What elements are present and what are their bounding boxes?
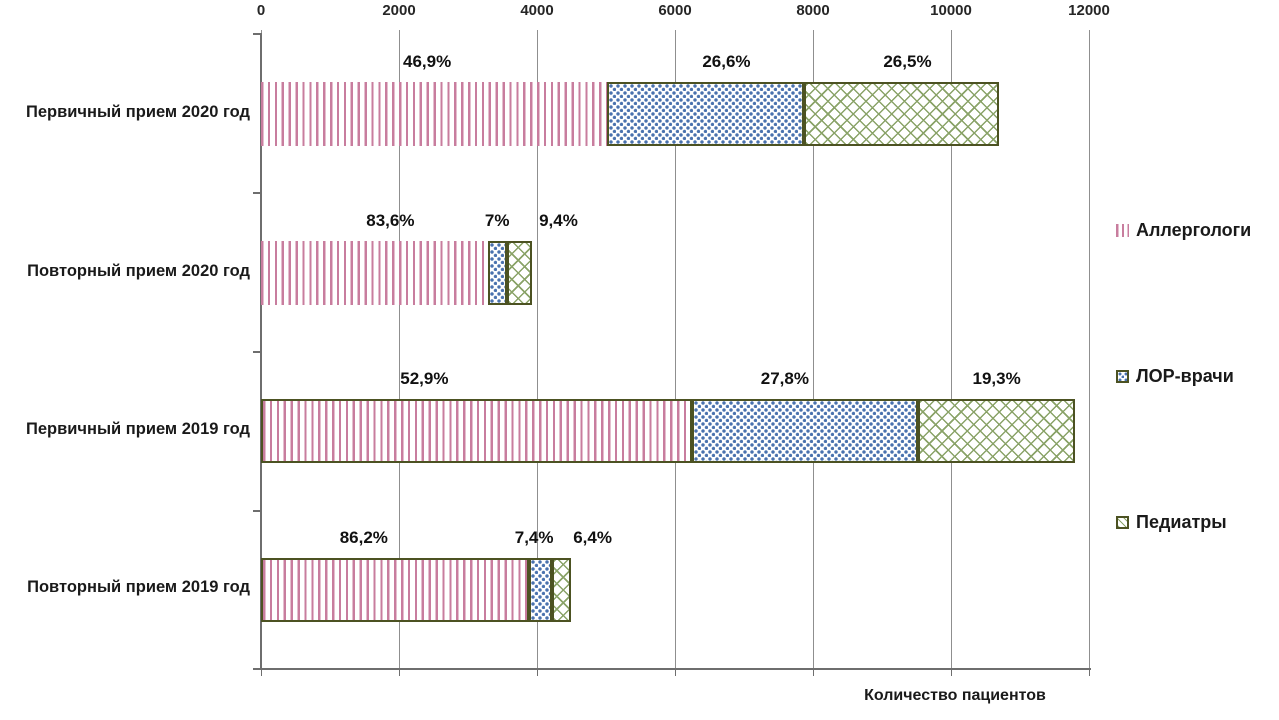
bar-segment-blue-dots xyxy=(691,399,918,463)
bar-segment-green-crosshatch xyxy=(506,241,533,305)
percent-label: 26,6% xyxy=(702,52,751,71)
bar-segment-pink-vertical-stripes xyxy=(261,399,692,463)
legend-label: Аллергологи xyxy=(1136,220,1252,240)
legend-item-pediatricians: Педиатры xyxy=(1116,512,1227,533)
bar-segment-blue-dots xyxy=(607,82,804,146)
x-axis-tick-label: 12000 xyxy=(1068,2,1110,19)
bar-segment-blue-dots xyxy=(528,558,552,622)
x-axis-tick-label: 10000 xyxy=(930,2,972,19)
gridline xyxy=(1089,30,1090,669)
pink-stripes-swatch-icon xyxy=(1116,224,1129,237)
percent-label: 9,4% xyxy=(539,211,578,230)
category-label: Первичный прием 2019 год xyxy=(26,420,250,438)
bar-segment-green-crosshatch xyxy=(551,558,572,622)
bar-segment-pink-vertical-stripes xyxy=(261,558,529,622)
category-label: Первичный прием 2020 год xyxy=(26,103,250,121)
gridline xyxy=(675,30,676,669)
bar-segment-green-crosshatch xyxy=(918,399,1076,463)
legend-item-allergists: Аллергологи xyxy=(1116,220,1251,241)
legend-item-ent-doctors: ЛОР-врачи xyxy=(1116,366,1234,387)
y-axis-tick xyxy=(253,351,261,353)
x-axis-tick-label: 2000 xyxy=(382,2,416,19)
percent-label: 86,2% xyxy=(339,528,388,547)
x-axis-tick xyxy=(399,669,400,676)
percent-label: 6,4% xyxy=(573,528,612,547)
y-axis-line xyxy=(260,33,262,669)
percent-label: 7,4% xyxy=(514,528,554,547)
x-axis-tick-label: 8000 xyxy=(796,2,830,19)
percent-label: 83,6% xyxy=(366,211,415,230)
legend: Аллергологи ЛОР-врачи Педиатры xyxy=(1116,0,1279,720)
x-axis-tick xyxy=(675,669,676,676)
x-axis-tick-label: 6000 xyxy=(658,2,692,19)
bar-segment-blue-dots xyxy=(487,241,507,305)
legend-label: ЛОР-врачи xyxy=(1136,366,1234,386)
green-crosshatch-swatch-icon xyxy=(1116,516,1129,529)
percent-label: 27,8% xyxy=(760,369,809,388)
x-axis-tick-label: 4000 xyxy=(520,2,554,19)
x-axis-tick xyxy=(951,669,952,676)
x-axis-tick xyxy=(813,669,814,676)
gridline xyxy=(813,30,814,669)
bar-segment-pink-vertical-stripes xyxy=(261,82,608,146)
gridline xyxy=(399,30,400,669)
percent-label: 52,9% xyxy=(400,369,449,388)
percent-label: 7% xyxy=(484,211,510,230)
y-axis-tick xyxy=(253,510,261,512)
blue-dots-swatch-icon xyxy=(1116,370,1129,383)
x-axis-tick xyxy=(1089,669,1090,676)
legend-label: Педиатры xyxy=(1136,512,1227,532)
gridline xyxy=(537,30,538,669)
x-axis-line xyxy=(253,668,1091,670)
y-axis-tick xyxy=(253,192,261,194)
percent-label: 46,9% xyxy=(403,52,452,71)
category-label: Повторный прием 2019 год xyxy=(27,578,250,596)
category-label: Повторный прием 2020 год xyxy=(27,262,250,280)
bar-segment-pink-vertical-stripes xyxy=(261,241,488,305)
x-axis-tick xyxy=(537,669,538,676)
gridline xyxy=(951,30,952,669)
x-axis-tick-label: 0 xyxy=(256,2,266,19)
bar-segment-green-crosshatch xyxy=(803,82,1000,146)
x-axis-title: Количество пациентов xyxy=(864,687,1046,704)
x-axis-tick xyxy=(261,669,262,676)
percent-label: 26,5% xyxy=(883,52,932,71)
percent-label: 19,3% xyxy=(972,369,1021,388)
y-axis-tick xyxy=(253,33,261,35)
